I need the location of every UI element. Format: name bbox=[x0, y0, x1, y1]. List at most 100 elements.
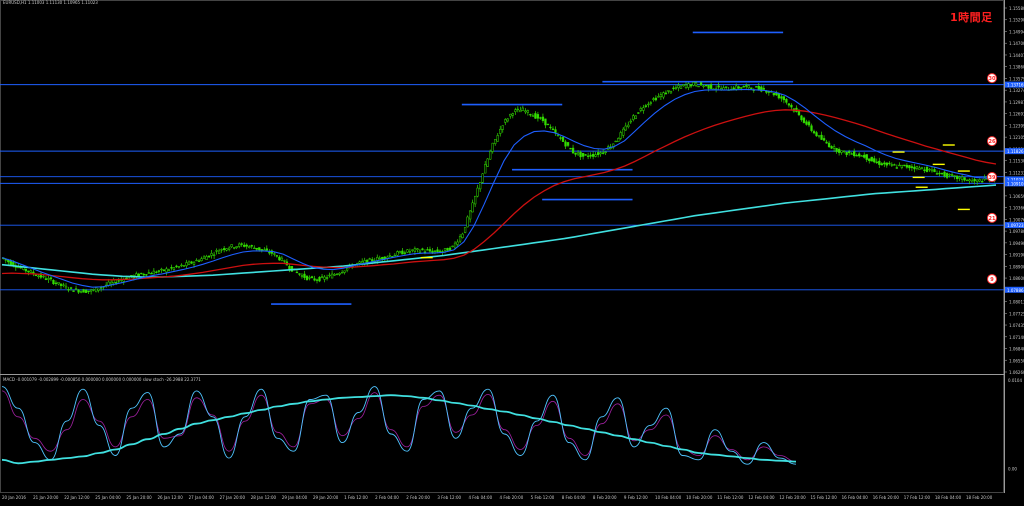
candle-body bbox=[458, 236, 462, 242]
candle-body bbox=[406, 249, 409, 253]
candle-body bbox=[551, 128, 555, 130]
x-tick-label: 29 Jan 04:00 bbox=[282, 495, 308, 500]
candle-body bbox=[84, 290, 88, 293]
y-tick-label: 1.09190 bbox=[1009, 253, 1024, 258]
candle-body bbox=[24, 268, 27, 272]
candle-body bbox=[115, 282, 118, 284]
candle-body bbox=[539, 117, 542, 119]
candle-body bbox=[49, 277, 53, 280]
candle-body bbox=[900, 164, 904, 168]
candle-body bbox=[381, 257, 384, 260]
price-tag-label: 1.10910 bbox=[1007, 181, 1024, 186]
candle-body bbox=[418, 250, 422, 253]
candle-body bbox=[310, 276, 314, 279]
right-marker-circle bbox=[987, 212, 997, 223]
candle-body bbox=[868, 158, 871, 162]
right-marker-circle bbox=[987, 73, 997, 84]
candle-body bbox=[825, 141, 828, 144]
candle-body bbox=[197, 260, 201, 262]
candle-body bbox=[815, 132, 818, 137]
candle-body bbox=[780, 96, 783, 99]
candle-body bbox=[820, 134, 823, 140]
candle-body bbox=[192, 261, 196, 265]
candle-body bbox=[280, 257, 284, 261]
candle-body bbox=[531, 115, 535, 117]
candle-body bbox=[981, 181, 984, 183]
candle-body bbox=[222, 248, 226, 250]
candle-body bbox=[777, 93, 781, 99]
candle-body bbox=[893, 164, 896, 166]
candle-body bbox=[44, 278, 48, 280]
candle-body bbox=[760, 86, 763, 92]
x-tick-label: 27 Jan 04:00 bbox=[189, 495, 215, 500]
candle-body bbox=[682, 84, 685, 87]
candle-body bbox=[165, 268, 168, 273]
candle-body bbox=[855, 155, 858, 157]
candle-body bbox=[614, 140, 617, 143]
candle-body bbox=[536, 114, 540, 119]
candle-body bbox=[812, 131, 816, 134]
candle-body bbox=[602, 152, 605, 154]
candle-body bbox=[453, 242, 457, 249]
candle-body bbox=[318, 276, 321, 282]
osc-y-tick-label: 0.0104 bbox=[1008, 378, 1022, 383]
candle-body bbox=[275, 255, 279, 257]
candle-body bbox=[541, 116, 545, 121]
candle-body bbox=[117, 280, 120, 282]
x-tick-label: 15 Feb 12:00 bbox=[811, 495, 838, 500]
candle-body bbox=[363, 260, 366, 264]
x-tick-label: 3 Feb 12:00 bbox=[437, 495, 461, 500]
candle-body bbox=[230, 244, 233, 248]
right-marker-label: 21 bbox=[989, 216, 996, 222]
x-tick-label: 26 Jan 12:00 bbox=[157, 495, 183, 500]
candle-body bbox=[403, 252, 407, 254]
candle-body bbox=[160, 268, 163, 271]
candle-body bbox=[506, 118, 509, 122]
x-tick-label: 21 Jan 20:00 bbox=[33, 495, 59, 500]
candle-body bbox=[860, 155, 863, 157]
x-tick-label: 18 Feb 04:00 bbox=[935, 495, 962, 500]
candle-body bbox=[137, 273, 140, 277]
candle-body bbox=[800, 115, 803, 121]
candle-body bbox=[243, 244, 246, 247]
candle-body bbox=[622, 128, 625, 136]
right-marker-label: 39 bbox=[989, 175, 996, 181]
ma-fast-line bbox=[1, 88, 996, 288]
candle-body bbox=[888, 162, 891, 165]
candle-body bbox=[652, 98, 655, 100]
candle-body bbox=[657, 96, 660, 98]
candle-body bbox=[612, 143, 615, 148]
candle-body bbox=[87, 290, 90, 293]
candle-body bbox=[228, 247, 231, 250]
right-marker-label: 26 bbox=[989, 139, 996, 145]
right-marker-circle bbox=[987, 136, 997, 147]
candle-body bbox=[586, 155, 590, 157]
y-tick-label: 1.07140 bbox=[1009, 335, 1024, 340]
y-tick-label: 1.14407 bbox=[1009, 53, 1024, 58]
candle-body bbox=[338, 272, 341, 275]
candle-body bbox=[172, 267, 176, 270]
candle-body bbox=[27, 270, 30, 273]
candle-body bbox=[750, 87, 753, 89]
y-tick-label: 1.11530 bbox=[1009, 159, 1024, 164]
candle-body bbox=[579, 151, 582, 158]
candle-body bbox=[697, 85, 700, 88]
candle-body bbox=[371, 259, 374, 262]
candle-body bbox=[702, 85, 705, 87]
candle-body bbox=[624, 125, 627, 131]
candle-body bbox=[268, 252, 271, 254]
price-tag-box bbox=[1005, 286, 1024, 293]
candle-body bbox=[152, 270, 156, 275]
candle-body bbox=[976, 179, 979, 182]
candle-body bbox=[945, 173, 949, 178]
candle-body bbox=[94, 287, 98, 293]
candle-body bbox=[880, 163, 883, 166]
candle-body bbox=[82, 289, 85, 293]
candle-body bbox=[973, 178, 976, 182]
window-title: EURUSD,H1 1.11003 1.11130 1.10965 1.1102… bbox=[3, 0, 98, 5]
candle-body bbox=[265, 248, 268, 251]
candle-body bbox=[938, 172, 941, 175]
candle-body bbox=[461, 233, 464, 238]
candle-body bbox=[335, 273, 339, 276]
price-tag-label: 1.13716 bbox=[1007, 83, 1024, 88]
